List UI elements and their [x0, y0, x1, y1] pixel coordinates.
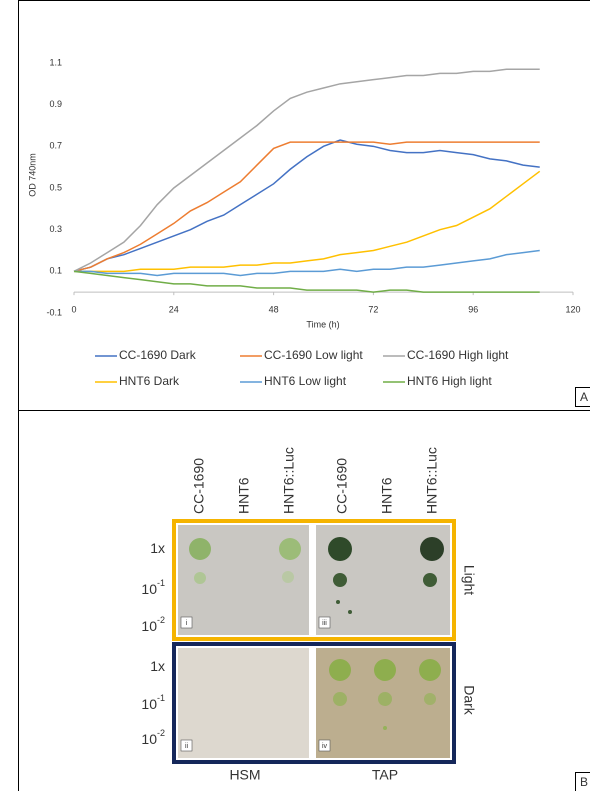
y-tick-label: 0.1: [49, 266, 62, 276]
panel-b-frame: [18, 410, 590, 791]
column-label: HNT6: [236, 477, 252, 514]
plate-label-box: [318, 739, 331, 752]
y-tick-label: 0.3: [49, 224, 62, 234]
medium-label: HSM: [229, 767, 260, 783]
y-tick-label: -0.1: [46, 307, 62, 317]
row-label-base: 1x: [150, 540, 165, 556]
legend-label: HNT6 High light: [407, 374, 492, 388]
row-label-exponent: -1: [157, 578, 165, 588]
row-label-exponent: -2: [157, 728, 165, 738]
legend-label: CC-1690 High light: [407, 348, 509, 362]
plate-label-box: [180, 616, 193, 629]
plate-label-box: [318, 616, 331, 629]
colonies: [189, 537, 444, 730]
x-axis-label: Time (h): [306, 319, 339, 329]
series-line: [73, 68, 540, 273]
legend-label: HNT6 Dark: [119, 374, 180, 388]
row-label-exponent: -1: [157, 693, 165, 703]
series-line: [73, 139, 540, 273]
column-label: HNT6: [379, 477, 395, 514]
legend-label: HNT6 Low light: [264, 374, 347, 388]
row-label: 10-1: [141, 578, 165, 596]
series-line: [73, 270, 540, 293]
column-label: CC-1690: [334, 458, 350, 514]
condition-label: Dark: [461, 685, 477, 716]
x-tick-label: 120: [565, 304, 580, 314]
row-label: 1x: [150, 540, 165, 556]
panel-label-box: [575, 387, 590, 407]
series-line: [74, 170, 541, 273]
row-label: 10-2: [141, 728, 165, 746]
column-label: CC-1690: [191, 458, 207, 514]
row-label-base: 10: [141, 696, 157, 712]
row-label-exponent: -2: [157, 615, 165, 625]
panel-label: A: [580, 390, 588, 404]
x-tick-label: 96: [468, 304, 478, 314]
column-label: HNT6::Luc: [424, 447, 440, 514]
condition-label: Light: [461, 565, 477, 595]
y-tick-label: 0.7: [49, 141, 62, 151]
plate-label: i: [186, 620, 188, 627]
y-tick-label: 1.1: [49, 57, 62, 67]
y-tick-label: 0.9: [49, 99, 62, 109]
x-tick-label: 0: [71, 304, 76, 314]
y-axis-label: OD 740nm: [27, 153, 37, 197]
medium-label: TAP: [372, 767, 398, 783]
column-label: HNT6::Luc: [281, 447, 297, 514]
panel-label-box: [575, 772, 590, 791]
row-label-base: 10: [141, 581, 157, 597]
row-label-base: 10: [141, 731, 157, 747]
y-tick-label: 0.5: [49, 182, 62, 192]
row-label: 1x: [150, 658, 165, 674]
dark-frame: [172, 642, 456, 764]
x-tick-label: 24: [169, 304, 179, 314]
plate: [178, 648, 309, 758]
legend-label: CC-1690 Dark: [119, 348, 197, 362]
row-label: 10-2: [141, 615, 165, 633]
plate-label: iv: [322, 743, 328, 750]
panel-label: B: [580, 775, 588, 789]
legend-label: CC-1690 Low light: [264, 348, 363, 362]
row-label: 10-1: [141, 693, 165, 711]
plate-label: iii: [322, 620, 327, 627]
row-label-base: 1x: [150, 658, 165, 674]
row-label-base: 10: [141, 618, 157, 634]
series-line: [74, 249, 540, 277]
plate-label-box: [180, 739, 193, 752]
series-line: [73, 141, 540, 273]
light-frame: [172, 519, 456, 641]
x-tick-label: 48: [269, 304, 279, 314]
x-tick-label: 72: [368, 304, 378, 314]
plate-label: ii: [185, 743, 189, 750]
